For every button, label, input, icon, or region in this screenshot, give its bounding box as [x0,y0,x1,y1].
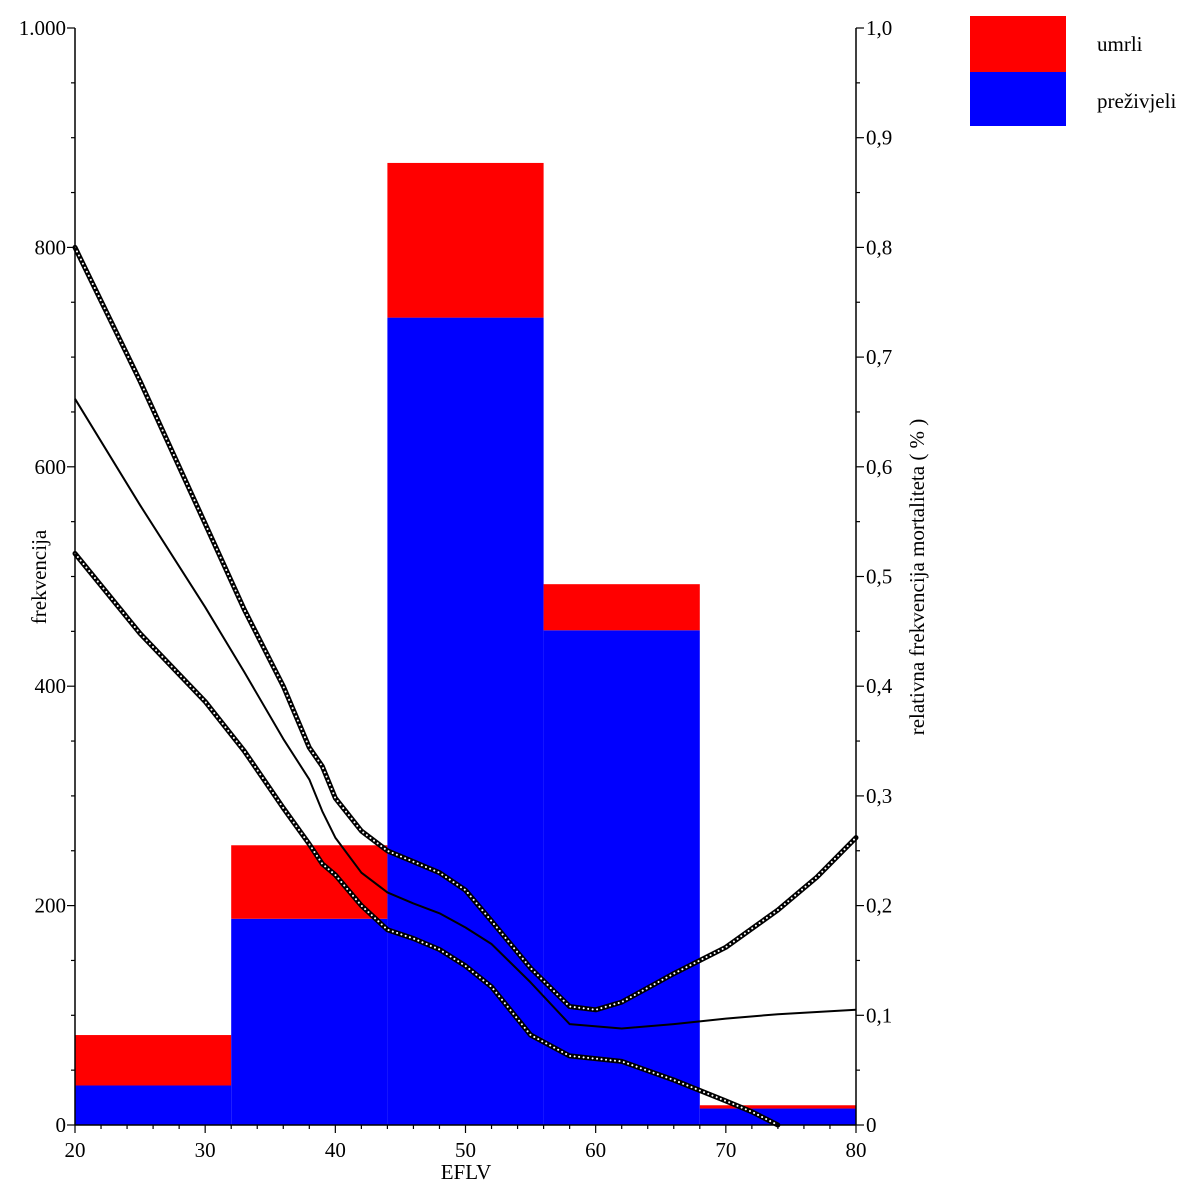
mortality-curve-0 [74,398,857,1030]
bar-umrli-4 [699,1105,856,1109]
x-tick-label: 80 [846,1138,867,1162]
y-right-tick-label: 0,4 [866,674,893,698]
bar-umrli-0 [75,1035,232,1086]
bar-prezivjeli-4 [699,1108,856,1125]
ticks [67,27,864,1133]
legend-label-umrli: umrli [1097,32,1143,56]
bar-prezivjeli-2 [387,317,544,1125]
y-right-tick-label: 0,9 [866,126,892,150]
y-left-tick-label: 400 [35,674,67,698]
y-right-tick-label: 0,6 [866,455,892,479]
y-left-axis-title: frekvencija [27,529,51,624]
confidence-band-dots-1 [74,246,857,1011]
x-tick-label: 60 [585,1138,606,1162]
bar-prezivjeli-3 [543,630,700,1125]
y-right-tick-label: 0 [866,1113,877,1137]
tick-labels: 20 30 40 50 60 70 8002004006008001.00000,10,20… [19,16,893,1162]
y-right-tick-label: 0,1 [866,1003,892,1027]
legend-label-prezivjeli: preživjeli [1097,89,1176,113]
y-left-tick-label: 1.000 [19,16,66,40]
x-tick-label: 20 [65,1138,86,1162]
y-right-tick-label: 0,5 [866,565,892,589]
bar-umrli-2 [387,162,544,318]
y-left-tick-label: 0 [56,1113,67,1137]
y-right-tick-label: 0,3 [866,784,892,808]
mortality-curves [72,244,859,1128]
legend-swatch-prezivjeli [970,72,1066,126]
y-left-tick-label: 800 [35,235,67,259]
bar-prezivjeli-0 [75,1085,232,1125]
histogram-bars [75,162,856,1125]
x-tick-label: 70 [715,1138,736,1162]
y-left-tick-label: 600 [35,455,67,479]
y-right-axis-title: relativna frekvencija mortaliteta ( % ) [905,419,929,736]
legend-swatch-umrli [970,16,1066,72]
y-right-tick-label: 0,8 [866,235,892,259]
y-left-tick-label: 200 [35,894,67,918]
x-tick-label: 50 [455,1138,476,1162]
x-axis-title: EFLV [441,1160,492,1184]
bar-prezivjeli-1 [231,918,388,1125]
x-tick-label: 40 [325,1138,346,1162]
y-right-tick-label: 1,0 [866,16,892,40]
x-tick-label: 30 [195,1138,216,1162]
y-right-tick-label: 0,7 [866,345,892,369]
bar-umrli-3 [543,584,700,631]
y-right-tick-label: 0,2 [866,894,892,918]
legend: umrli preživjeli [970,16,1176,126]
confidence-band-dots-2 [74,552,779,1126]
